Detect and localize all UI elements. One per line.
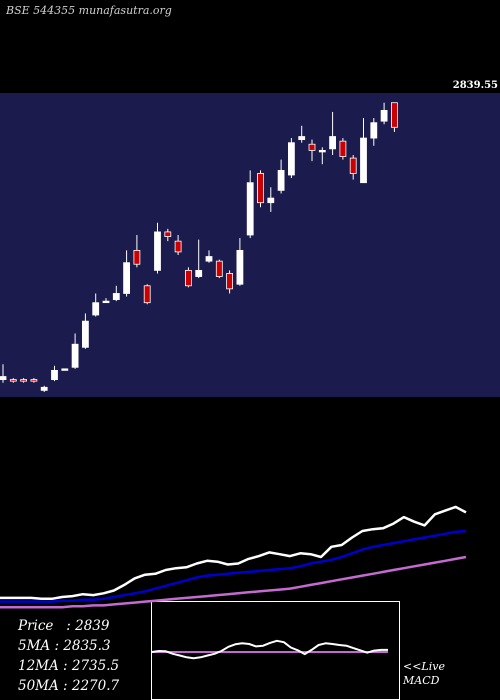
- candle-up: [329, 136, 337, 150]
- last-price-tag: 2839.55: [452, 80, 498, 91]
- candle-up: [0, 376, 7, 381]
- macd-line: [151, 639, 388, 660]
- candle-down: [184, 269, 192, 287]
- candle-down: [143, 285, 151, 304]
- candle-up: [360, 137, 367, 184]
- stat-ma5: 5MA : 2835.3: [18, 638, 111, 654]
- candle-down: [30, 379, 38, 382]
- macd-label-line1: <<Live: [403, 660, 445, 673]
- candle-down: [308, 143, 316, 151]
- ma5-line: [0, 505, 467, 601]
- candle-up: [102, 300, 110, 304]
- candle-up: [154, 231, 161, 271]
- stat-ma12: 12MA : 2735.5: [18, 658, 120, 674]
- candle-down: [257, 173, 264, 204]
- candle-up: [277, 169, 285, 191]
- candle-up: [61, 368, 69, 371]
- candle-up: [287, 142, 295, 176]
- candle-down: [20, 379, 28, 382]
- candle-up: [205, 256, 213, 262]
- candle-down: [339, 140, 347, 157]
- stat-ma50: 50MA : 2270.7: [18, 678, 120, 694]
- candle-up: [92, 302, 100, 316]
- candle-up: [40, 386, 48, 391]
- candle-up: [236, 249, 244, 285]
- candle-down: [133, 249, 141, 265]
- candle-down: [226, 273, 234, 290]
- stats-legend: Price : 2839 5MA : 2835.3 12MA : 2735.5 …: [18, 616, 119, 696]
- candle-up: [71, 343, 79, 368]
- macd-label: <<Live MACD: [403, 660, 445, 688]
- candle-up: [267, 197, 275, 204]
- candle-down: [164, 231, 172, 237]
- candle-down: [9, 379, 17, 382]
- ma50-line: [0, 555, 467, 609]
- candle-up: [370, 122, 378, 139]
- candle-down: [215, 260, 223, 277]
- candle-up: [246, 182, 254, 236]
- candle-up: [51, 369, 58, 381]
- candle-up: [123, 262, 130, 294]
- ma12-line: [0, 529, 467, 603]
- candle-up: [298, 136, 306, 141]
- candle-up: [112, 293, 120, 301]
- candle-up: [380, 109, 388, 122]
- candle-down: [174, 240, 182, 253]
- candle-up: [82, 320, 89, 348]
- candle-up: [318, 149, 326, 153]
- candle-up: [195, 269, 203, 277]
- macd-label-line2: MACD: [403, 674, 440, 687]
- stat-price: Price : 2839: [18, 618, 110, 634]
- candle-down: [390, 102, 398, 128]
- watermark: BSE 544355 munafasutra.org: [6, 4, 172, 17]
- candle-down: [349, 157, 357, 174]
